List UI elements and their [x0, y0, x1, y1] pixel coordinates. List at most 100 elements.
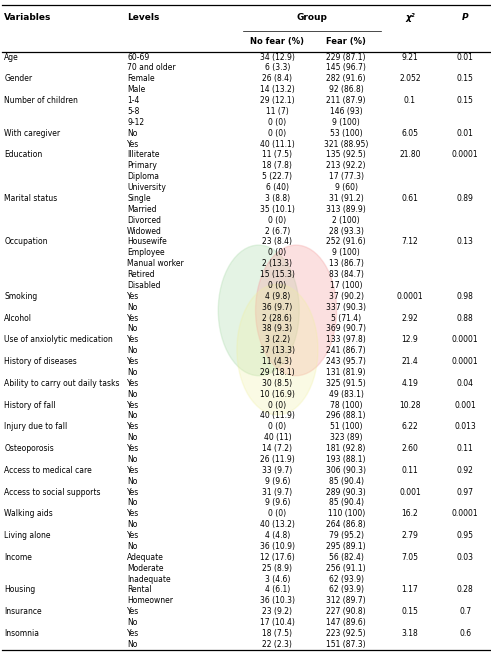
- Text: Yes: Yes: [127, 509, 139, 518]
- Text: 0.0001: 0.0001: [452, 150, 479, 159]
- Text: No: No: [127, 129, 137, 138]
- Text: 7.12: 7.12: [402, 238, 418, 246]
- Text: 213 (92.2): 213 (92.2): [327, 161, 366, 170]
- Text: 31 (91.2): 31 (91.2): [329, 194, 363, 203]
- Text: 229 (87.1): 229 (87.1): [327, 52, 366, 61]
- Text: 23 (8.4): 23 (8.4): [262, 238, 293, 246]
- Text: 1.17: 1.17: [402, 586, 418, 594]
- Ellipse shape: [218, 245, 299, 375]
- Text: 22 (2.3): 22 (2.3): [263, 640, 292, 649]
- Text: 0.7: 0.7: [459, 607, 471, 616]
- Text: Yes: Yes: [127, 422, 139, 431]
- Text: 145 (96.7): 145 (96.7): [326, 63, 366, 72]
- Text: 11 (7): 11 (7): [266, 107, 289, 116]
- Text: 0.15: 0.15: [457, 74, 474, 84]
- Text: 0 (0): 0 (0): [269, 509, 286, 518]
- Text: 0.001: 0.001: [454, 400, 476, 409]
- Text: 9 (100): 9 (100): [332, 118, 360, 127]
- Text: 0.13: 0.13: [457, 238, 474, 246]
- Text: 0.013: 0.013: [454, 422, 476, 431]
- Text: 0.61: 0.61: [402, 194, 418, 203]
- Text: Age: Age: [4, 52, 19, 61]
- Text: 36 (10.9): 36 (10.9): [260, 542, 295, 551]
- Text: 4 (6.1): 4 (6.1): [265, 586, 290, 594]
- Text: Yes: Yes: [127, 466, 139, 475]
- Text: 11 (4.3): 11 (4.3): [262, 357, 293, 366]
- Text: 3 (2.2): 3 (2.2): [265, 335, 290, 344]
- Text: 0.01: 0.01: [457, 129, 474, 138]
- Text: 36 (9.7): 36 (9.7): [262, 302, 293, 311]
- Text: Group: Group: [297, 13, 327, 22]
- Text: 0 (0): 0 (0): [269, 422, 286, 431]
- Text: 0 (0): 0 (0): [269, 118, 286, 127]
- Text: Diploma: Diploma: [127, 172, 159, 181]
- Text: 36 (10.3): 36 (10.3): [260, 596, 295, 605]
- Text: Variables: Variables: [4, 13, 52, 22]
- Ellipse shape: [237, 284, 318, 415]
- Text: No: No: [127, 640, 137, 649]
- Text: 62 (93.9): 62 (93.9): [328, 586, 364, 594]
- Text: 4 (9.8): 4 (9.8): [265, 292, 290, 301]
- Text: 78 (100): 78 (100): [330, 400, 362, 409]
- Text: 40 (11.1): 40 (11.1): [260, 140, 295, 148]
- Text: 0.0001: 0.0001: [452, 509, 479, 518]
- Text: 85 (90.4): 85 (90.4): [328, 477, 364, 486]
- Text: Married: Married: [127, 205, 157, 214]
- Text: Disabled: Disabled: [127, 281, 161, 290]
- Text: 26 (11.9): 26 (11.9): [260, 455, 295, 464]
- Text: 9 (100): 9 (100): [332, 248, 360, 257]
- Text: 0.15: 0.15: [402, 607, 418, 616]
- Text: 0.0001: 0.0001: [452, 357, 479, 366]
- Text: Walking aids: Walking aids: [4, 509, 53, 518]
- Text: 18 (7.5): 18 (7.5): [262, 629, 293, 638]
- Text: Ability to carry out daily tasks: Ability to carry out daily tasks: [4, 379, 120, 388]
- Text: No: No: [127, 346, 137, 355]
- Text: 0 (0): 0 (0): [269, 129, 286, 138]
- Text: 70 and older: 70 and older: [127, 63, 176, 72]
- Text: Rental: Rental: [127, 586, 152, 594]
- Text: 14 (13.2): 14 (13.2): [260, 85, 295, 94]
- Text: Insomnia: Insomnia: [4, 629, 39, 638]
- Text: 21.4: 21.4: [402, 357, 418, 366]
- Text: 21.80: 21.80: [399, 150, 421, 159]
- Text: 12 (17.6): 12 (17.6): [260, 553, 295, 562]
- Ellipse shape: [255, 245, 336, 375]
- Text: 62 (93.9): 62 (93.9): [328, 575, 364, 584]
- Text: Adequate: Adequate: [127, 553, 164, 562]
- Text: 0.001: 0.001: [399, 488, 421, 496]
- Text: 9.21: 9.21: [402, 52, 418, 61]
- Text: 6.05: 6.05: [402, 129, 418, 138]
- Text: 6.22: 6.22: [402, 422, 418, 431]
- Text: 17 (10.4): 17 (10.4): [260, 618, 295, 627]
- Text: Income: Income: [4, 553, 32, 562]
- Text: Yes: Yes: [127, 488, 139, 496]
- Text: 0.89: 0.89: [457, 194, 474, 203]
- Text: 241 (86.7): 241 (86.7): [327, 346, 366, 355]
- Text: Manual worker: Manual worker: [127, 259, 184, 268]
- Text: Osteoporosis: Osteoporosis: [4, 444, 54, 453]
- Text: 17 (100): 17 (100): [330, 281, 362, 290]
- Text: 0 (0): 0 (0): [269, 400, 286, 409]
- Text: 4.19: 4.19: [402, 379, 418, 388]
- Text: No: No: [127, 520, 137, 529]
- Text: 15 (15.3): 15 (15.3): [260, 270, 295, 279]
- Text: 147 (89.6): 147 (89.6): [327, 618, 366, 627]
- Text: 0.01: 0.01: [457, 52, 474, 61]
- Text: 6 (3.3): 6 (3.3): [265, 63, 290, 72]
- Text: 6 (40): 6 (40): [266, 183, 289, 192]
- Text: 2 (13.3): 2 (13.3): [262, 259, 293, 268]
- Text: 30 (8.5): 30 (8.5): [262, 379, 293, 388]
- Text: 2.79: 2.79: [402, 531, 418, 540]
- Text: Yes: Yes: [127, 313, 139, 323]
- Text: Moderate: Moderate: [127, 564, 164, 573]
- Text: Divorced: Divorced: [127, 215, 161, 225]
- Text: 2.92: 2.92: [402, 313, 418, 323]
- Text: No: No: [127, 477, 137, 486]
- Text: Illiterate: Illiterate: [127, 150, 160, 159]
- Text: 2.052: 2.052: [399, 74, 421, 84]
- Text: 31 (9.7): 31 (9.7): [262, 488, 293, 496]
- Text: 14 (7.2): 14 (7.2): [262, 444, 293, 453]
- Text: Yes: Yes: [127, 357, 139, 366]
- Text: Access to medical care: Access to medical care: [4, 466, 92, 475]
- Text: 29 (18.1): 29 (18.1): [260, 368, 295, 377]
